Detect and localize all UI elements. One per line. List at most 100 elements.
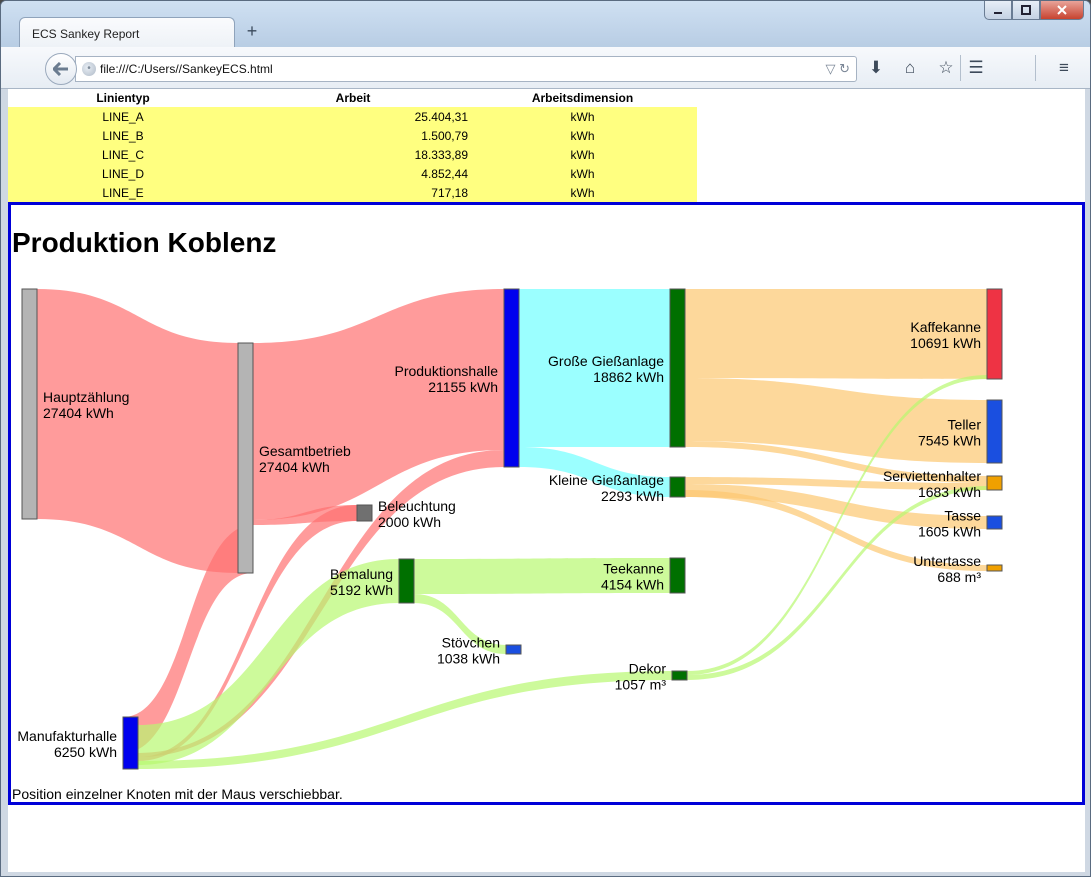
navigation-toolbar: • file:///C:/Users//SankeyECS.html ▽ ↻ ⬇…: [1, 47, 1090, 89]
sankey-node-value: 1057 m³: [615, 677, 667, 693]
sankey-node-st[interactable]: [505, 644, 522, 655]
toolbar-separator: [1035, 55, 1036, 81]
sankey-node-ph[interactable]: [503, 288, 520, 468]
page-content: Linientyp Arbeit Arbeitsdimension LINE_A…: [8, 89, 1085, 872]
bookmark-star-icon[interactable]: ☆: [938, 58, 954, 77]
table-row: LINE_C 18.333,89 kWh: [8, 145, 697, 164]
table-cell: 1.500,79: [238, 126, 468, 145]
url-bar[interactable]: • file:///C:/Users//SankeyECS.html ▽ ↻: [75, 56, 857, 82]
sankey-node-value: 2293 kWh: [601, 488, 664, 504]
sankey-node-label: Kleine Gießanlage: [549, 472, 664, 488]
sankey-link-gg-sh: [685, 441, 987, 483]
close-button[interactable]: [1040, 1, 1084, 20]
sankey-node-value: 27404 kWh: [259, 459, 330, 475]
minimize-icon: [994, 12, 1002, 14]
table-row: LINE_D 4.852,44 kWh: [8, 164, 697, 183]
sankey-link-dk-kk: [687, 375, 987, 675]
sankey-node-label: Hauptzählung: [43, 389, 129, 405]
sankey-link-gb-ph: [253, 289, 504, 520]
sankey-node-hz[interactable]: [21, 288, 38, 520]
sankey-node-tk[interactable]: [669, 557, 686, 594]
column-header: Linientyp: [8, 89, 238, 107]
new-tab-button[interactable]: +: [246, 21, 258, 41]
table-cell: kWh: [468, 164, 697, 183]
sankey-node-label: Teekanne: [603, 561, 664, 577]
sankey-node-te[interactable]: [986, 399, 1003, 464]
table-cell: 18.333,89: [238, 145, 468, 164]
sankey-node-gg[interactable]: [669, 288, 686, 448]
minimize-button[interactable]: [984, 1, 1012, 20]
sankey-node-label: Stövchen: [442, 635, 500, 651]
sankey-node-ta[interactable]: [986, 515, 1003, 530]
table-cell: LINE_D: [8, 164, 238, 183]
sankey-node-label: Große Gießanlage: [548, 353, 664, 369]
sankey-link-bm-tk: [414, 558, 670, 594]
sankey-node-value: 1605 kWh: [918, 524, 981, 540]
table-header-row: Linientyp Arbeit Arbeitsdimension: [8, 89, 697, 107]
table-cell: LINE_E: [8, 183, 238, 202]
sankey-node-label: Untertasse: [913, 553, 981, 569]
sankey-node-value: 27404 kWh: [43, 405, 114, 421]
sankey-link-hz-gb: [37, 289, 238, 573]
sankey-link-mh-bm: [138, 559, 399, 765]
table-cell: kWh: [468, 183, 697, 202]
table-cell: LINE_C: [8, 145, 238, 164]
chart-title: Produktion Koblenz: [12, 227, 277, 258]
title-bar: ECS Sankey Report +: [1, 1, 1090, 47]
table-cell: LINE_A: [8, 107, 238, 126]
sankey-node-bm[interactable]: [398, 558, 415, 604]
toolbar-separator: [960, 55, 961, 81]
sankey-node-label: Produktionshalle: [394, 363, 498, 379]
sankey-node-label: Teller: [948, 417, 982, 433]
energy-table: Linientyp Arbeit Arbeitsdimension LINE_A…: [8, 89, 697, 202]
sankey-node-value: 7545 kWh: [918, 433, 981, 449]
sankey-node-ut[interactable]: [986, 564, 1003, 572]
back-arrow-icon: [53, 62, 68, 76]
dropdown-arrow-icon[interactable]: ▽: [825, 61, 836, 76]
sankey-node-label: Serviettenhalter: [883, 468, 981, 484]
reload-icon[interactable]: ↻: [839, 61, 850, 76]
sankey-link-mh-dk: [138, 671, 672, 769]
sankey-node-sh[interactable]: [986, 475, 1003, 491]
home-icon[interactable]: ⌂: [904, 58, 916, 77]
sankey-link-gg-kk: [685, 289, 987, 379]
table-cell: kWh: [468, 145, 697, 164]
browser-tab[interactable]: ECS Sankey Report: [19, 17, 235, 47]
sankey-node-dk[interactable]: [671, 670, 688, 681]
tab-title: ECS Sankey Report: [32, 27, 140, 41]
sankey-node-label: Manufakturhalle: [17, 728, 117, 744]
sankey-node-value: 1683 kWh: [918, 484, 981, 500]
sankey-node-label: Kaffekanne: [910, 319, 981, 335]
back-button[interactable]: [45, 53, 77, 85]
globe-icon: •: [82, 62, 96, 76]
sankey-node-value: 10691 kWh: [910, 335, 981, 351]
table-cell: LINE_B: [8, 126, 238, 145]
sankey-link-bm-st: [414, 594, 506, 654]
sankey-node-mh[interactable]: [122, 716, 139, 770]
table-cell: kWh: [468, 107, 697, 126]
table-row: LINE_B 1.500,79 kWh: [8, 126, 697, 145]
menu-icon[interactable]: ≡: [1059, 58, 1069, 77]
sankey-node-value: 18862 kWh: [593, 369, 664, 385]
url-text: file:///C:/Users//SankeyECS.html: [100, 62, 273, 76]
maximize-button[interactable]: [1012, 1, 1040, 20]
table-cell: 25.404,31: [238, 107, 468, 126]
sankey-link-gg-te: [685, 378, 987, 463]
sankey-node-value: 2000 kWh: [378, 514, 441, 530]
reading-list-icon[interactable]: ☰: [968, 58, 984, 77]
url-bar-icons: ▽ ↻: [825, 61, 850, 77]
sankey-node-label: Beleuchtung: [378, 498, 456, 514]
sankey-node-kg[interactable]: [669, 476, 686, 498]
sankey-node-kk[interactable]: [986, 288, 1003, 380]
sankey-link-ph-kg: [519, 447, 670, 497]
sankey-link-kg-sh: [685, 477, 987, 490]
sankey-node-gb[interactable]: [237, 342, 254, 574]
sankey-node-bl[interactable]: [356, 504, 373, 522]
download-icon[interactable]: ⬇: [868, 58, 884, 77]
sankey-node-label: Bemalung: [330, 566, 393, 582]
table-cell: 4.852,44: [238, 164, 468, 183]
column-header: Arbeit: [238, 89, 468, 107]
sankey-node-label: Dekor: [629, 661, 667, 677]
maximize-icon: [1021, 5, 1031, 15]
